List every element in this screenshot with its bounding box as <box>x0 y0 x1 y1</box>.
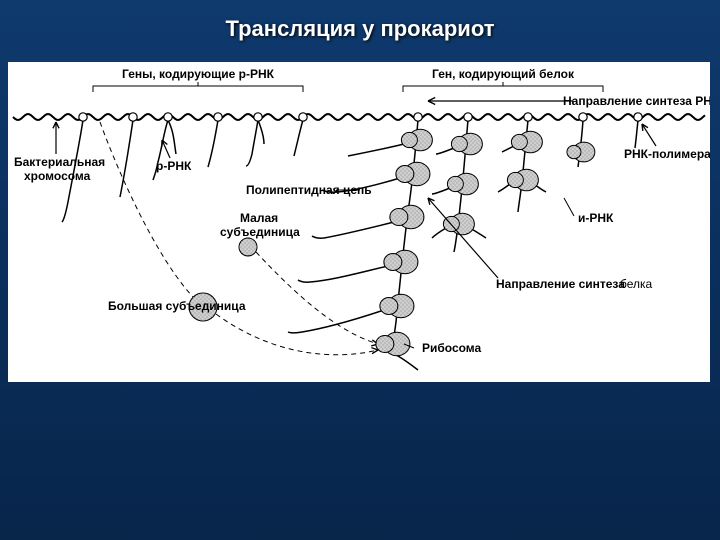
ribosome-0-5-small <box>376 335 394 352</box>
rna-polymerase-4 <box>254 113 262 121</box>
rrna-strand-4 <box>208 120 218 167</box>
rrna-strand-1 <box>120 120 133 197</box>
rna-polymerase-0 <box>79 113 87 121</box>
diagram-canvas: Гены, кодирующие р-РНК Ген, кодирующий бе… <box>8 62 710 382</box>
polypeptide-1-1 <box>432 188 450 194</box>
rna-polymerase-5 <box>299 113 307 121</box>
label-5: субъединица <box>220 225 300 239</box>
rrna-strand-3 <box>168 120 176 154</box>
label-0: Бактериальная <box>14 155 105 169</box>
ribosome-2-1-small <box>507 172 523 187</box>
small-subunit <box>239 238 257 256</box>
rna-polymerase-1 <box>129 113 137 121</box>
label-2: р-РНК <box>156 159 192 173</box>
polypeptide-0-3 <box>298 266 388 282</box>
rrna-strand-5 <box>246 120 258 166</box>
ribosome-0-1-small <box>396 165 414 182</box>
polypeptide-0-0 <box>348 144 404 156</box>
label-10: белка <box>620 277 653 291</box>
dash-chromosome-to-large <box>100 122 196 300</box>
label-9: Направление синтеза <box>496 277 625 291</box>
ribosome-3-0-small <box>567 145 581 158</box>
dash-small-to-ribosome <box>256 252 378 344</box>
ribosome-0-3-small <box>384 253 402 270</box>
label-6: Большая субъединица <box>108 299 246 313</box>
ribosome-0-2-small <box>390 208 408 225</box>
rna-polymerase-2 <box>164 113 172 121</box>
polypeptide-1-2 <box>432 228 446 238</box>
page-title: Трансляция у прокариот <box>0 0 720 50</box>
label-8: и-РНК <box>578 211 614 225</box>
bracket-protein-gene <box>403 82 603 92</box>
label-1: хромосома <box>24 169 91 183</box>
rna-polymerase-9 <box>579 113 587 121</box>
rrna-strand-6 <box>258 120 264 144</box>
label-7: Рибосома <box>422 341 482 355</box>
label-protein-gene: Ген, кодирующий белок <box>432 67 575 81</box>
ribosome-2-0-small <box>511 134 527 149</box>
ribosome-1-1-small <box>447 176 463 191</box>
label-11: РНК-полимераза <box>624 147 710 161</box>
polypeptide-2-1 <box>498 184 510 192</box>
dna-strand <box>13 114 705 120</box>
ribosome-1-0-small <box>451 136 467 151</box>
pointer-4 <box>564 198 574 216</box>
bracket-rrna-genes <box>93 82 303 92</box>
polypeptide-2-0 <box>502 146 514 152</box>
diagram-svg: Гены, кодирующие р-РНК Ген, кодирующий бе… <box>8 62 710 382</box>
label-4: Малая <box>240 211 278 225</box>
rna-polymerase-6 <box>414 113 422 121</box>
rna-polymerase-3 <box>214 113 222 121</box>
ribosome-0-4-small <box>380 297 398 314</box>
rna-polymerase-8 <box>524 113 532 121</box>
mrna-strand-4 <box>635 120 638 148</box>
label-rna-direction: Направление синтеза РНК <box>563 94 710 108</box>
polypeptide-0-4 <box>288 310 384 333</box>
label-3: Полипептидная цепь <box>246 183 372 197</box>
polypeptide-0-2 <box>312 222 394 238</box>
rna-polymerase-10 <box>634 113 642 121</box>
polypeptide-1-0 <box>436 148 454 154</box>
label-rrna-genes: Гены, кодирующие р-РНК <box>122 67 275 81</box>
rna-polymerase-7 <box>464 113 472 121</box>
rrna-strand-7 <box>294 120 303 156</box>
ribosome-0-0-small <box>401 132 417 147</box>
